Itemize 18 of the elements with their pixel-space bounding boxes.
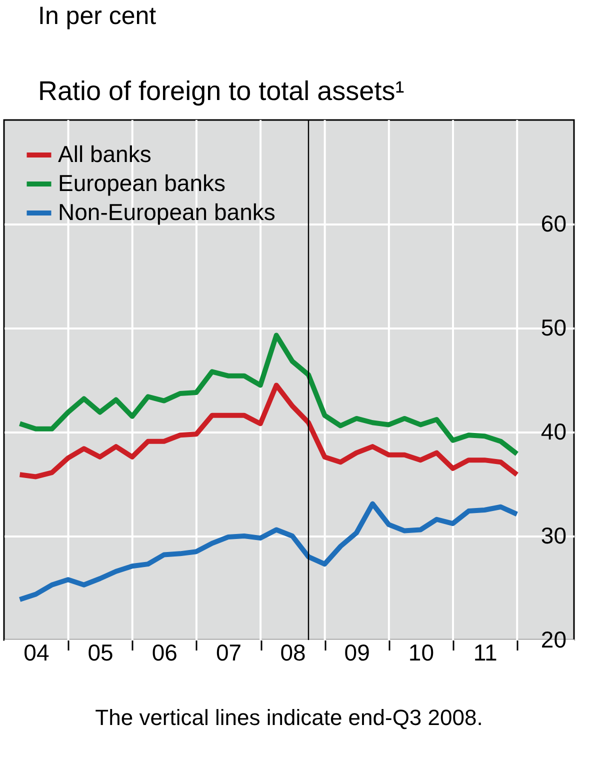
x-tick-label: 10 bbox=[408, 640, 434, 666]
x-tick-label: 08 bbox=[280, 640, 306, 666]
chart-title: Ratio of foreign to total assets¹ bbox=[38, 76, 404, 106]
text: In per cent bbox=[38, 2, 156, 30]
legend-label: All banks bbox=[58, 141, 152, 167]
x-tick-label: 07 bbox=[216, 640, 242, 666]
x-tick-label: 05 bbox=[88, 640, 114, 666]
y-tick-label: 40 bbox=[540, 418, 566, 444]
legend-label: European banks bbox=[58, 170, 226, 196]
legend-label: Non-European banks bbox=[58, 199, 276, 225]
y-tick-label: 60 bbox=[540, 210, 566, 236]
x-tick-label: 11 bbox=[473, 640, 498, 666]
text: The vertical lines indicate end-Q3 2008. bbox=[95, 705, 483, 730]
x-tick-label: 09 bbox=[344, 640, 370, 666]
y-tick-label: 30 bbox=[540, 522, 566, 548]
x-tick-label: 06 bbox=[152, 640, 178, 666]
y-tick-label: 50 bbox=[540, 314, 566, 340]
x-tick-label: 04 bbox=[24, 640, 50, 666]
